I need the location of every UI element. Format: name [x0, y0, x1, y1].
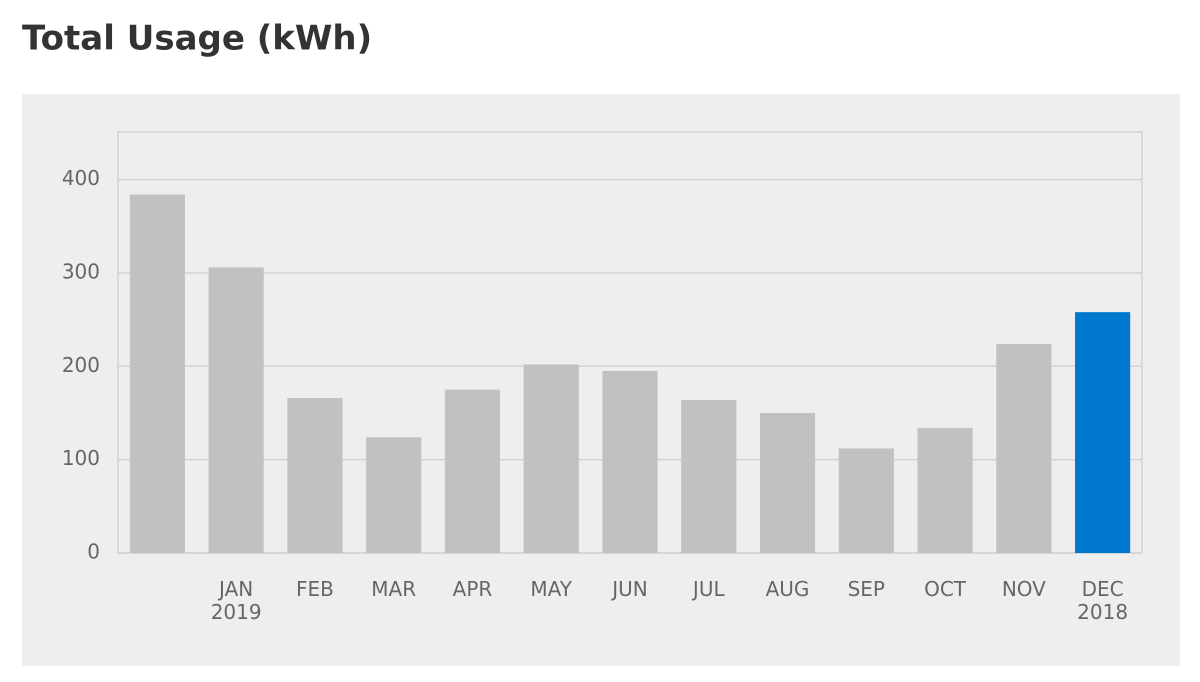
bar: [523, 364, 579, 553]
x-tick-label: MAR: [371, 577, 416, 601]
x-tick-label-line: JUN: [610, 577, 648, 601]
y-tick-label: 300: [62, 259, 100, 283]
x-tick-label-line: JAN: [217, 577, 253, 601]
x-tick-label: DEC 2018: [1077, 577, 1128, 624]
x-tick-label: OCT: [924, 577, 967, 601]
bar: [759, 412, 816, 553]
x-tick-label-line: FEB: [296, 577, 334, 601]
bar: [602, 370, 658, 553]
y-tick-label: 0: [87, 540, 100, 564]
x-tick-label: FEB: [296, 577, 334, 601]
x-tick-label: JUL: [691, 577, 726, 601]
x-tick-label: APR: [453, 577, 493, 601]
x-tick-label-line: MAY: [530, 577, 572, 601]
bar: [208, 267, 264, 553]
x-tick-label: JAN 2019: [211, 577, 262, 624]
x-tick-label: SEP: [848, 577, 885, 601]
x-tick-label: NOV: [1002, 577, 1046, 601]
x-tick-label-line: AUG: [766, 577, 810, 601]
x-tick-label-line: MAR: [371, 577, 416, 601]
bar: [366, 437, 422, 553]
bar: [838, 448, 894, 553]
bar: [917, 427, 973, 553]
x-tick-label: MAY: [530, 577, 572, 601]
chart-title: Total Usage (kWh): [22, 19, 372, 59]
x-tick-label-line: DEC: [1082, 577, 1124, 601]
y-tick-label: 100: [62, 446, 100, 470]
bar: [1075, 312, 1131, 553]
bar: [996, 343, 1052, 553]
bar: [129, 194, 185, 553]
bar: [287, 398, 343, 553]
x-tick-label-line: 2018: [1077, 600, 1128, 624]
x-tick-label-line: JUL: [691, 577, 726, 601]
x-tick-label: JUN: [610, 577, 648, 601]
y-tick-label: 200: [62, 353, 100, 377]
bar: [681, 399, 737, 553]
x-tick-label-line: 2019: [211, 600, 262, 624]
x-tick-label-line: OCT: [924, 577, 967, 601]
bar: [444, 389, 501, 553]
x-tick-label-line: APR: [453, 577, 493, 601]
x-tick-label: AUG: [766, 577, 810, 601]
x-tick-label-line: SEP: [848, 577, 885, 601]
y-tick-label: 400: [62, 166, 100, 190]
x-tick-label-line: NOV: [1002, 577, 1046, 601]
